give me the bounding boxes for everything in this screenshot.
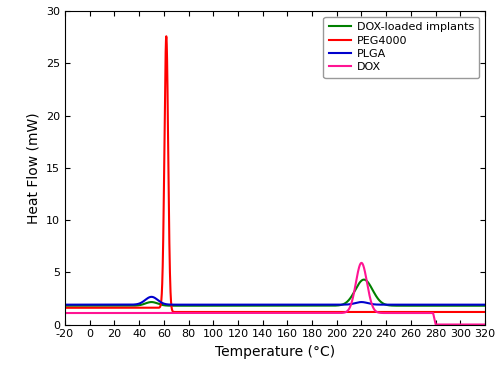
DOX <box>62 311 68 315</box>
DOX <box>358 261 364 265</box>
DOX <box>222 311 228 315</box>
PLGA <box>408 303 414 307</box>
DOX-loaded implants <box>314 304 320 308</box>
X-axis label: Temperature (°C): Temperature (°C) <box>215 345 335 359</box>
DOX <box>335 311 341 315</box>
DOX-loaded implants <box>62 304 68 308</box>
DOX <box>376 310 382 315</box>
PLGA <box>335 303 341 307</box>
PEG4000 <box>408 310 414 314</box>
DOX-loaded implants <box>408 304 414 308</box>
PEG4000 <box>336 310 342 314</box>
PLGA <box>148 295 154 299</box>
PEG4000 <box>62 305 68 310</box>
Line: PEG4000: PEG4000 <box>65 36 485 312</box>
PEG4000 <box>482 310 488 314</box>
DOX-loaded implants <box>222 304 228 308</box>
PEG4000 <box>138 305 144 310</box>
PLGA <box>314 303 320 307</box>
PLGA <box>376 303 382 307</box>
PLGA <box>482 303 488 307</box>
DOX-loaded implants <box>138 303 144 307</box>
PEG4000 <box>180 310 186 314</box>
PEG4000 <box>314 310 320 314</box>
PLGA <box>222 303 228 307</box>
PEG4000 <box>222 310 228 314</box>
DOX-loaded implants <box>482 304 488 308</box>
DOX <box>314 311 320 315</box>
DOX-loaded implants <box>335 303 341 308</box>
Legend: DOX-loaded implants, PEG4000, PLGA, DOX: DOX-loaded implants, PEG4000, PLGA, DOX <box>324 17 480 78</box>
DOX <box>432 322 438 327</box>
DOX <box>138 311 144 315</box>
DOX <box>408 311 414 315</box>
DOX-loaded implants <box>361 278 367 282</box>
Line: DOX: DOX <box>65 263 485 325</box>
PEG4000 <box>376 310 382 314</box>
Y-axis label: Heat Flow (mW): Heat Flow (mW) <box>26 112 40 224</box>
DOX <box>482 322 488 327</box>
PEG4000 <box>164 34 170 38</box>
PLGA <box>62 303 68 307</box>
Line: DOX-loaded implants: DOX-loaded implants <box>65 280 485 306</box>
DOX-loaded implants <box>376 297 382 302</box>
PLGA <box>138 300 144 305</box>
Line: PLGA: PLGA <box>65 297 485 305</box>
